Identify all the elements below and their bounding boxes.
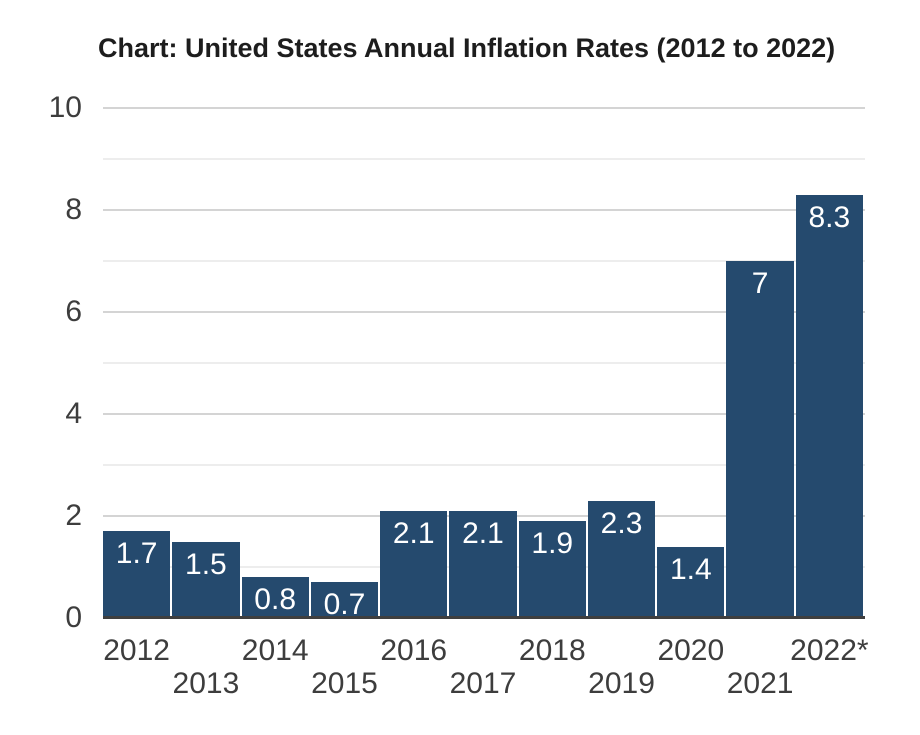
x-tick-label-2015: 2015 xyxy=(311,667,378,700)
bar-2013: 1.5 xyxy=(172,541,240,618)
bar-value-label-2014: 0.8 xyxy=(254,583,297,617)
bar-value-label-2015: 0.7 xyxy=(323,588,366,622)
y-tick-label-8: 8 xyxy=(65,193,82,226)
gridline-major-10 xyxy=(103,107,865,109)
gridline-major-6 xyxy=(103,311,865,313)
plot-area: 1.7 1.5 0.8 0.7 2.1 2.1 1.9 2.3 1.4 7 8.3 xyxy=(103,107,865,622)
y-tick-label-0: 0 xyxy=(65,601,82,634)
bar-value-label-2018: 1.9 xyxy=(531,527,574,561)
x-tick-label-2019: 2019 xyxy=(588,667,655,700)
x-tick-label-2021: 2021 xyxy=(726,667,794,700)
x-tick-label-2014: 2014 xyxy=(241,634,309,667)
bar-2015: 0.7 xyxy=(310,582,379,622)
gridline-minor-5 xyxy=(103,362,865,364)
y-tick-label-2: 2 xyxy=(65,499,82,532)
gridline-major-4 xyxy=(103,413,865,415)
bar-2012: 1.7 xyxy=(103,531,171,618)
bar-value-label-2016: 2.1 xyxy=(392,516,435,550)
y-tick-label-10: 10 xyxy=(48,91,82,124)
x-axis-baseline xyxy=(103,616,865,619)
gridline-minor-7 xyxy=(103,260,865,262)
bar-value-label-2019: 2.3 xyxy=(600,506,643,540)
bar-value-label-2013: 1.5 xyxy=(185,547,227,581)
bar-value-label-2020: 1.4 xyxy=(669,552,712,586)
x-tick-label-2022-est: 2022* xyxy=(790,634,869,667)
x-tick-label-2016: 2016 xyxy=(380,634,448,667)
bar-value-label-2021: 7 xyxy=(751,267,769,300)
bar-value-label-2012: 1.7 xyxy=(115,537,158,571)
bar-2016: 2.1 xyxy=(380,510,448,618)
bar-2014: 0.8 xyxy=(241,577,309,618)
bar-2022*: 8.3 xyxy=(795,194,863,618)
gridline-major-8 xyxy=(103,209,865,211)
y-tick-label-4: 4 xyxy=(65,397,82,430)
bar-value-label-2017: 2.1 xyxy=(462,516,504,550)
bar-2021: 7 xyxy=(726,261,794,618)
gridline-minor-3 xyxy=(103,464,865,466)
bar-2018: 1.9 xyxy=(518,521,586,618)
x-tick-label-2020: 2020 xyxy=(657,634,725,667)
bar-2017: 2.1 xyxy=(449,510,517,618)
bar-2019: 2.3 xyxy=(587,500,656,618)
x-tick-label-2013: 2013 xyxy=(172,667,240,700)
x-tick-label-2012: 2012 xyxy=(103,634,170,667)
chart-title: Chart: United States Annual Inflation Ra… xyxy=(98,33,836,63)
bar-2020: 1.4 xyxy=(657,546,725,618)
y-tick-label-6: 6 xyxy=(65,295,82,328)
gridline-minor-9 xyxy=(103,158,865,160)
x-tick-label-2018: 2018 xyxy=(518,634,586,667)
x-tick-label-2017: 2017 xyxy=(449,667,517,700)
bar-value-label-2022*: 8.3 xyxy=(808,200,851,234)
